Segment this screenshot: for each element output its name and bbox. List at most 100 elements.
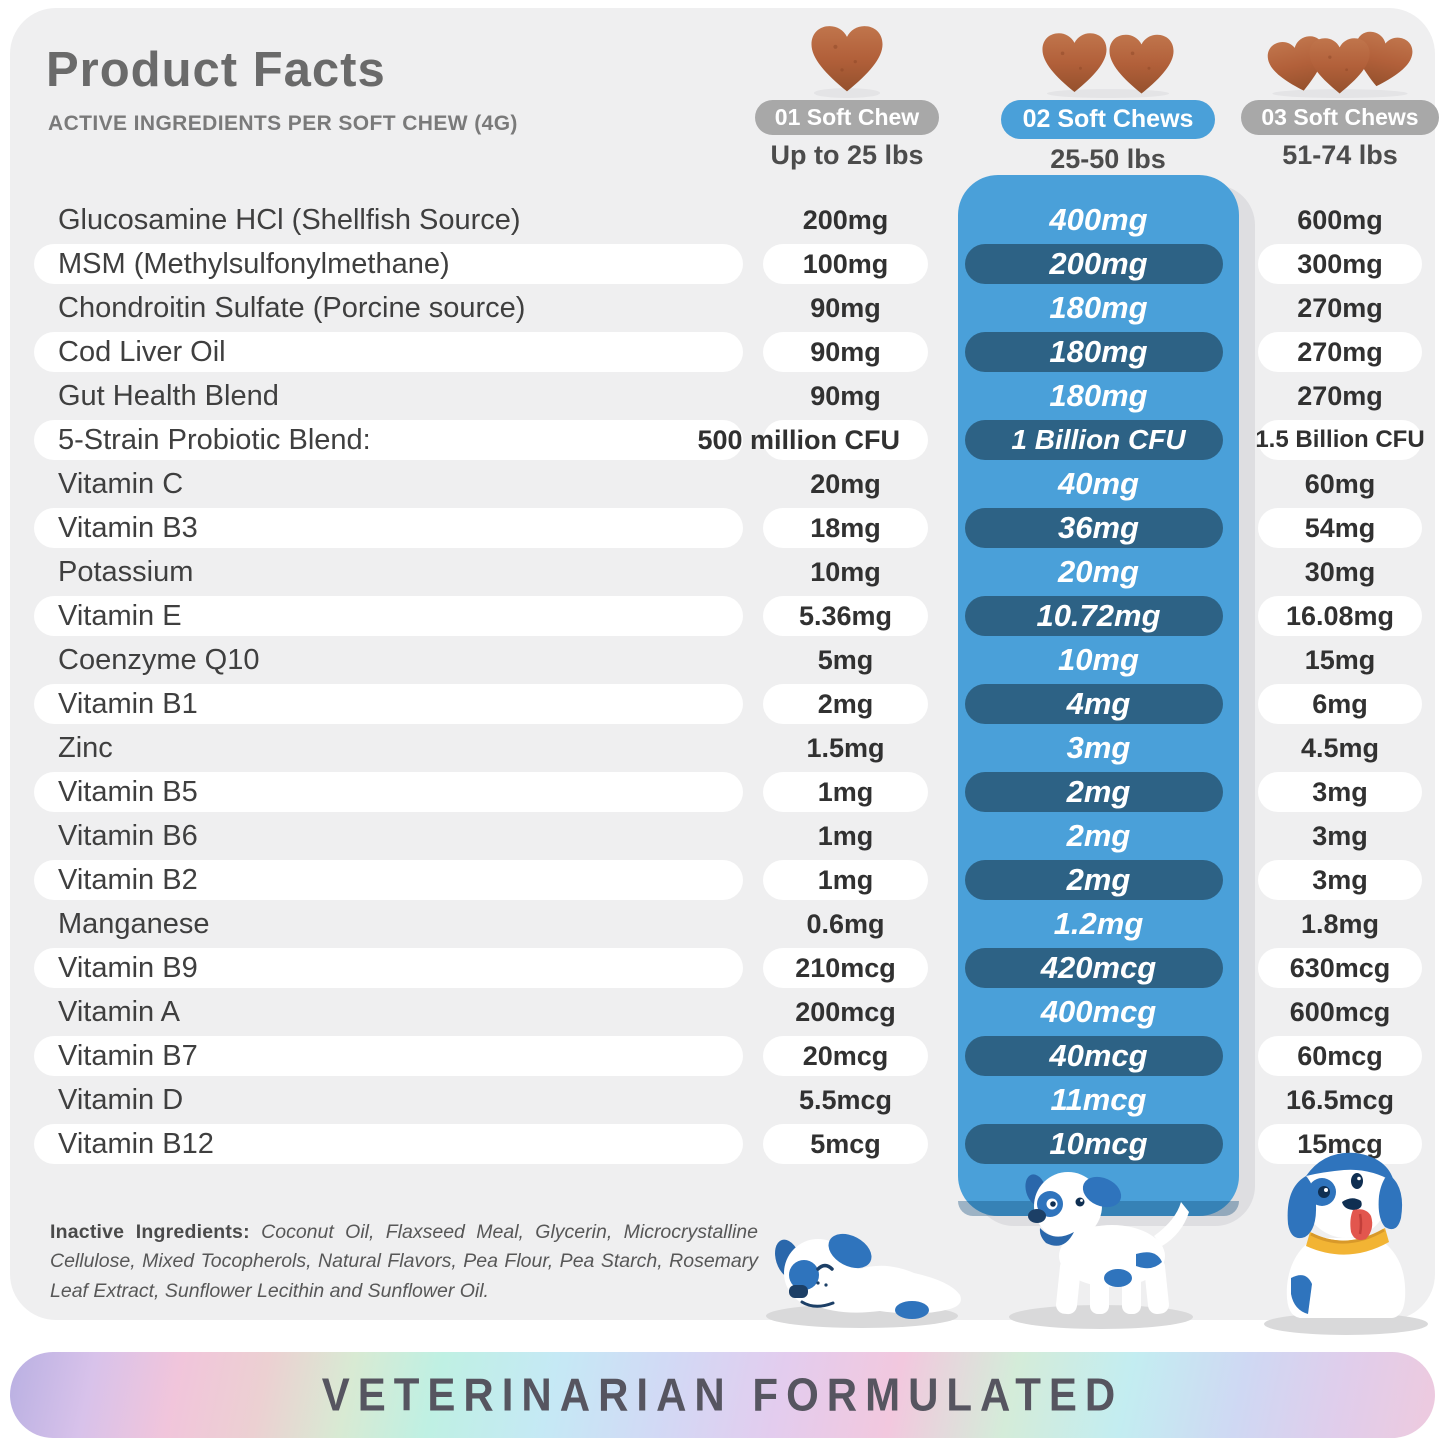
dog-medium-illustration [1009, 1172, 1193, 1329]
ingredient-name-pill [34, 244, 743, 284]
ingredients-table: Glucosamine HCl (Shellfish Source) 200mg… [32, 198, 1433, 1166]
ingredient-name-pill [34, 1124, 743, 1164]
chew-count-badge-1: 01 Soft Chew [754, 100, 940, 135]
inactive-ingredients-label: Inactive Ingredients: [50, 1221, 250, 1243]
col3-value-pill [1258, 684, 1422, 724]
col3-value: 60mg [1304, 468, 1376, 499]
ingredient-name: Glucosamine HCl (Shellfish Source) [58, 203, 521, 236]
col1-value-pill [763, 684, 928, 724]
col1-value-pill [763, 948, 928, 988]
col2-value: 2mg [1066, 862, 1131, 897]
col2-value-pill [965, 244, 1223, 284]
table-row: Manganese 0.6mg 1.2mg 1.8mg [32, 902, 1433, 946]
ingredient-name-pill [34, 1036, 743, 1076]
col2-value: 10mcg [1049, 1126, 1148, 1161]
col1-value: 2mg [817, 688, 874, 719]
col1-value-pill [763, 860, 928, 900]
veterinarian-banner-text: VETERINARIAN FORMULATED [321, 1368, 1124, 1421]
col3-value: 270mg [1297, 292, 1383, 323]
col3-value: 16.5mcg [1285, 1084, 1395, 1115]
table-row: Vitamin A 200mcg 400mcg 600mcg [32, 990, 1433, 1034]
table-row: Vitamin B12 5mcg 10mcg 15mcg [32, 1122, 1433, 1166]
page-title: Product Facts [46, 43, 386, 97]
col2-value: 40mcg [1049, 1038, 1148, 1073]
col3-value: 4.5mg [1300, 732, 1380, 763]
ingredient-name: Zinc [58, 731, 113, 764]
puppy-small-illustration [766, 1233, 961, 1328]
col3-value: 3mg [1312, 776, 1368, 807]
table-row: MSM (Methylsulfonylmethane) 100mg 200mg … [32, 242, 1433, 286]
ingredient-name-pill [34, 596, 743, 636]
dog-large-illustration [1264, 1152, 1428, 1335]
col3-value: 1.8mg [1300, 908, 1380, 939]
ingredient-name-pill [34, 860, 743, 900]
col2-value: 36mg [1058, 510, 1139, 545]
col3-value: 300mg [1297, 248, 1383, 279]
col1-value: 1mg [817, 864, 874, 895]
col1-value-pill [763, 332, 928, 372]
chew-count-badge-3: 03 Soft Chews [1241, 100, 1439, 135]
col2-value: 10.72mg [1036, 598, 1161, 633]
col1-value: 20mg [810, 468, 881, 499]
ingredient-name: MSM (Methylsulfonylmethane) [58, 247, 450, 280]
col2-value: 420mcg [1040, 950, 1157, 985]
table-row: Zinc 1.5mg 3mg 4.5mg [32, 726, 1433, 770]
weight-range-3: 51-74 lbs [1282, 140, 1398, 170]
ingredient-name: Chondroitin Sulfate (Porcine source) [58, 291, 526, 324]
ingredient-name: Vitamin B6 [58, 819, 198, 852]
ingredient-name-pill [34, 332, 743, 372]
table-row: Glucosamine HCl (Shellfish Source) 200mg… [32, 198, 1433, 242]
ingredient-name: Vitamin B2 [58, 863, 198, 896]
table-row: 5-Strain Probiotic Blend: 500 million CF… [32, 418, 1433, 462]
weight-range-1: Up to 25 lbs [770, 140, 924, 170]
col2-value: 4mg [1066, 686, 1131, 721]
table-row: Vitamin B9 210mcg 420mcg 630mcg [32, 946, 1433, 990]
col2-value: 200mg [1049, 246, 1148, 281]
table-row: Coenzyme Q10 5mg 10mg 15mg [32, 638, 1433, 682]
col2-value: 1 Billion CFU [1011, 424, 1186, 455]
page-subtitle: ACTIVE INGREDIENTS PER SOFT CHEW (4G) [48, 112, 518, 135]
ingredient-name: Vitamin B9 [58, 951, 198, 984]
col1-value: 5.5mcg [798, 1084, 893, 1115]
table-row: Gut Health Blend 90mg 180mg 270mg [32, 374, 1433, 418]
col1-value-pill [763, 1124, 928, 1164]
col3-value-pill [1258, 244, 1422, 284]
col1-value: 1.5mg [806, 732, 885, 763]
col2-value: 20mg [1058, 554, 1139, 589]
ingredient-name-pill [34, 420, 743, 460]
col1-value: 1mg [817, 820, 874, 851]
col3-value-pill [1258, 332, 1422, 372]
soft-chew-icon-2 [1032, 22, 1184, 98]
ingredient-name-pill [34, 948, 743, 988]
col3-value: 60mcg [1297, 1040, 1383, 1071]
col2-value-pill [965, 948, 1223, 988]
col2-value: 11mcg [1050, 1082, 1147, 1117]
table-row: Vitamin B7 20mcg 40mcg 60mcg [32, 1034, 1433, 1078]
table-row: Vitamin B3 18mg 36mg 54mg [32, 506, 1433, 550]
col1-value: 90mg [810, 292, 881, 323]
col3-value: 54mg [1304, 512, 1376, 543]
col3-value: 1.5 Billion CFU [1255, 426, 1425, 453]
ingredient-name: Vitamin B3 [58, 511, 198, 544]
col2-value-pill [965, 596, 1223, 636]
col3-value: 30mg [1304, 556, 1376, 587]
col3-value: 6mg [1312, 688, 1368, 719]
table-row: Vitamin B1 2mg 4mg 6mg [32, 682, 1433, 726]
column-header-1: 01 Soft Chew Up to 25 lbs [717, 22, 977, 171]
col1-value: 10mg [810, 556, 881, 587]
col2-value-pill [965, 1036, 1223, 1076]
ingredient-name: Vitamin C [58, 467, 184, 500]
column-header-3: 03 Soft Chews 51-74 lbs [1210, 22, 1445, 171]
ingredient-name: Vitamin D [58, 1083, 184, 1116]
col3-value-pill [1258, 1036, 1422, 1076]
col1-value: 100mg [802, 248, 889, 279]
col1-value: 18mg [810, 512, 881, 543]
col3-value: 270mg [1297, 336, 1383, 367]
ingredient-name: Coenzyme Q10 [58, 643, 260, 676]
ingredient-name: 5-Strain Probiotic Blend: [58, 423, 371, 456]
col3-value: 600mcg [1289, 996, 1391, 1027]
table-row: Vitamin E 5.36mg 10.72mg 16.08mg [32, 594, 1433, 638]
col3-value: 270mg [1297, 380, 1383, 411]
soft-chew-icon-1 [805, 22, 889, 98]
